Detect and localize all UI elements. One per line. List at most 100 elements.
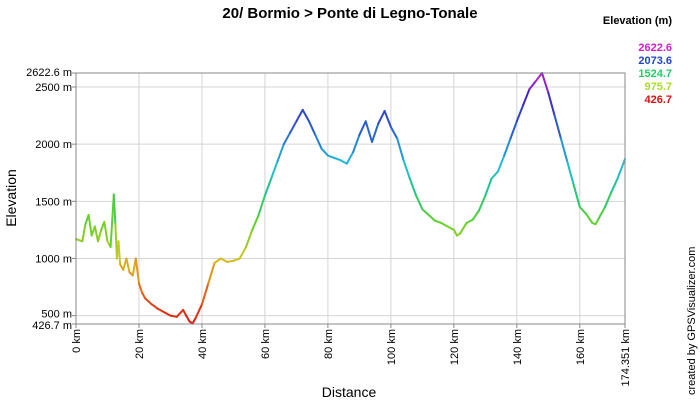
elevation-segment (150, 303, 159, 310)
elevation-segment (213, 257, 222, 264)
y-tick-label: 2622.6 m (26, 67, 72, 79)
elevation-segment (276, 143, 285, 163)
elevation-segment (597, 206, 606, 220)
elevation-segment (219, 257, 229, 263)
elevation-segment (263, 177, 273, 197)
elevation-segment (282, 131, 292, 146)
elevation-segment (616, 158, 626, 180)
elevation-segment (81, 223, 87, 243)
legend: Elevation (m) 2622.62073.61524.7975.7426… (603, 15, 672, 106)
elevation-segment (295, 108, 304, 123)
elevation-segment (383, 110, 392, 128)
elevation-segment (185, 314, 191, 323)
elevation-segment (434, 219, 443, 224)
elevation-segment (245, 228, 254, 248)
elevation-segment (97, 228, 103, 243)
chart-title: 20/ Bormio > Ponte di Legno-Tonale (222, 5, 477, 22)
elevation-segment (117, 240, 122, 266)
plot-frame (75, 72, 626, 325)
elevation-segment (314, 134, 323, 150)
x-tick-label: 120 km (449, 329, 461, 365)
elevation-segment (427, 214, 436, 222)
elevation-segment (141, 291, 147, 300)
elevation-segment (490, 170, 499, 180)
elevation-segment (604, 191, 613, 208)
x-tick-label: 60 km (260, 329, 272, 359)
elevation-line (75, 72, 626, 325)
elevation-segment (352, 134, 361, 154)
elevation-segment (522, 88, 531, 107)
legend-entry: 1524.7 (638, 68, 672, 80)
elevation-segment (138, 282, 144, 294)
elevation-segment (553, 114, 562, 140)
elevation-segment (465, 218, 474, 224)
elevation-segment (484, 177, 493, 197)
elevation-segment (134, 257, 140, 285)
elevation-segment (610, 177, 619, 194)
elevation-segment (408, 177, 418, 197)
x-axis-title: Distance (322, 384, 377, 400)
elevation-segment (125, 257, 131, 274)
elevation-segment (175, 308, 185, 318)
elevation-segment (144, 297, 153, 306)
elevation-segment (440, 222, 449, 228)
elevation-segment (238, 246, 247, 260)
elevation-segment (345, 151, 355, 165)
elevation-segment (496, 154, 506, 173)
elevation-segment (446, 225, 455, 231)
elevation-segment (163, 311, 172, 317)
elevation-segment (201, 282, 210, 306)
elevation-segment (364, 120, 373, 143)
elevation-segment (471, 209, 480, 221)
x-tick-label: 40 km (197, 329, 209, 359)
elevation-segment (415, 194, 424, 211)
elevation-segment (578, 206, 588, 215)
elevation-segment (226, 259, 235, 263)
elevation-segment (270, 160, 279, 180)
elevation-segment (112, 193, 117, 226)
elevation-segment (371, 122, 380, 143)
elevation-segment (87, 214, 93, 237)
elevation-segment (509, 120, 518, 140)
x-tick-label: 174.351 km (620, 329, 632, 386)
elevation-segment (459, 222, 468, 235)
elevation-segment (585, 212, 594, 224)
elevation-segment (478, 194, 487, 212)
elevation-segment (534, 72, 543, 83)
elevation-segment (396, 137, 405, 162)
elevation-segment (326, 154, 336, 159)
y-axis-title: Elevation (3, 169, 19, 227)
elevation-segment (320, 147, 329, 157)
elevation-segment (559, 137, 569, 163)
x-tick-label: 140 km (512, 329, 524, 365)
x-tick-label: 160 km (575, 329, 587, 365)
x-tick-label: 0 km (71, 329, 83, 353)
elevation-segment (182, 308, 188, 317)
legend-entry: 2622.6 (638, 42, 672, 54)
elevation-segment (594, 217, 600, 226)
elevation-segment (503, 137, 512, 157)
y-tick-label: 1500 m (35, 196, 72, 208)
elevation-segment (251, 214, 260, 231)
elevation-segment (528, 80, 537, 91)
y-tick-label: 2000 m (35, 139, 72, 151)
elevation-segment (103, 220, 109, 243)
elevation-segment (75, 238, 84, 243)
elevation-segment (515, 104, 525, 123)
elevation-segment (452, 228, 458, 237)
elevation-segment (358, 120, 367, 136)
elevation-segment (289, 120, 298, 134)
elevation-segment (389, 126, 399, 140)
elevation-segment (301, 108, 310, 123)
elevation-segment (333, 156, 342, 162)
x-tick-label: 20 km (134, 329, 146, 359)
elevation-segment (109, 193, 115, 248)
y-tick-label: 2500 m (35, 82, 72, 94)
legend-title: Elevation (m) (603, 15, 672, 27)
elevation-segment (232, 257, 241, 262)
legend-entry: 426.7 (644, 94, 672, 106)
y-tick-label: 500 m (41, 309, 72, 321)
elevation-segment (572, 183, 581, 208)
